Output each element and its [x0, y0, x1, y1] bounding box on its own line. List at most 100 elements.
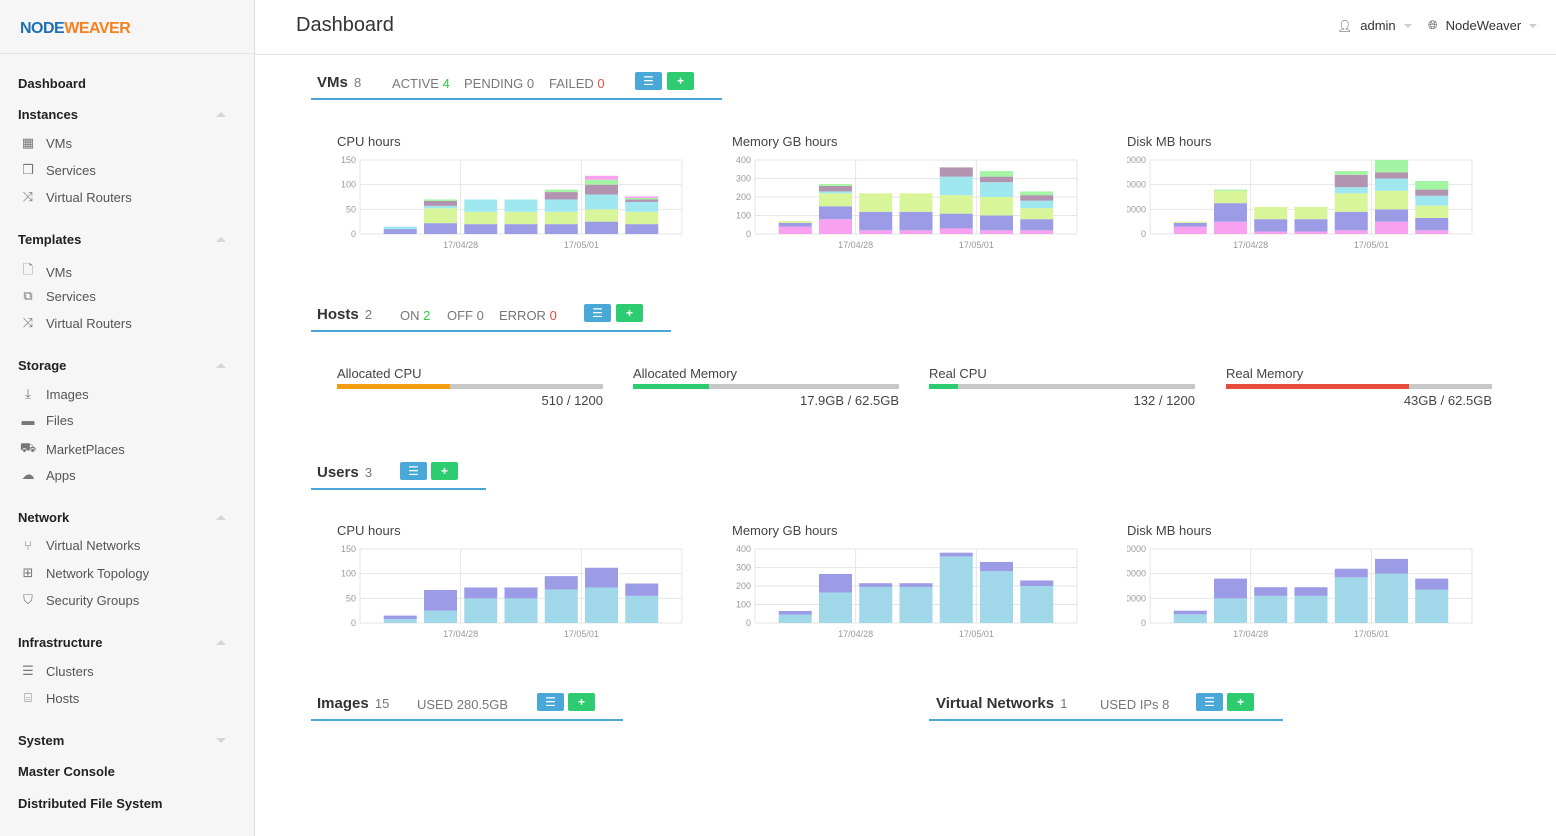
sidebar-section-infrastructure[interactable]: Infrastructure: [18, 635, 103, 650]
sidebar-item-templates-services[interactable]: ⧉ Services: [18, 288, 96, 304]
images-used[interactable]: USED 280.5GB: [417, 697, 508, 712]
bar-segment: [504, 199, 538, 212]
sidebar-item-files[interactable]: ▬ Files: [18, 413, 74, 428]
vms-failed[interactable]: FAILED 0: [549, 76, 605, 91]
sidebar-item-clusters[interactable]: ☰ Clusters: [18, 663, 94, 679]
sidebar-section-network[interactable]: Network: [18, 510, 70, 525]
hosts-list-button[interactable]: ☰: [584, 304, 611, 322]
vnets-section-header: Virtual Networks 1 USED IPs 8 ☰ +: [929, 693, 1283, 721]
bar-segment: [939, 228, 973, 234]
sidebar-section-storage[interactable]: Storage: [18, 358, 67, 373]
bar-segment: [544, 211, 578, 225]
users-title-text: Users: [317, 464, 359, 481]
y-tick-label: 100: [341, 569, 356, 579]
y-tick-label: 100: [736, 600, 751, 610]
x-tick-label: 17/04/28: [443, 629, 478, 639]
images-list-button[interactable]: ☰: [537, 693, 564, 711]
bar-segment: [625, 583, 659, 596]
sidebar-item-instances-vms[interactable]: ▦ VMs: [18, 135, 72, 151]
code-fork-icon: ⑂: [24, 538, 32, 553]
sidebar-item-apps[interactable]: ☁ Apps: [18, 467, 76, 483]
bar-segment: [899, 211, 933, 231]
bar-segment: [423, 223, 458, 234]
chevron-up-icon[interactable]: [216, 640, 226, 645]
hosts-off[interactable]: OFF 0: [447, 308, 484, 323]
hosts-off-label: OFF: [447, 308, 473, 323]
vnets-add-button[interactable]: +: [1227, 693, 1254, 711]
vms-title[interactable]: VMs 8: [317, 74, 361, 91]
y-tick-label: 300: [736, 563, 751, 573]
sidebar-item-virtual-networks[interactable]: ⑂ Virtual Networks: [18, 538, 140, 553]
chevron-up-icon[interactable]: [216, 515, 226, 520]
bar-segment: [818, 219, 853, 234]
bar-segment: [859, 211, 893, 231]
sidebar-item-network-topology[interactable]: ⊞ Network Topology: [18, 565, 150, 581]
sidebar-item-master-console[interactable]: Master Console: [18, 764, 115, 779]
sitemap-icon: ⊞: [22, 565, 34, 580]
images-add-button[interactable]: +: [568, 693, 595, 711]
chevron-up-icon[interactable]: [216, 112, 226, 117]
sidebar-item-templates-vms[interactable]: 🗋 VMs: [18, 261, 72, 283]
sidebar-item-instances-virtual-routers[interactable]: ⤨ Virtual Routers: [18, 189, 132, 205]
zone-menu[interactable]: 🌐︎ NodeWeaver: [1428, 18, 1538, 33]
chevron-down-icon[interactable]: [216, 738, 226, 743]
hosts-add-button[interactable]: +: [616, 304, 643, 322]
chevron-up-icon[interactable]: [216, 363, 226, 368]
shield-icon: ⛉: [23, 592, 33, 607]
host-bar-value: 17.9GB / 62.5GB: [799, 393, 899, 408]
images-title[interactable]: Images 15: [317, 695, 389, 712]
users-add-button[interactable]: +: [431, 462, 458, 480]
sidebar-item-security-groups[interactable]: ⛉ Security Groups: [18, 592, 139, 608]
vms-memory-hours-chart: Memory GB hours 0 100 200 300 400 17/04/28 17/0…: [732, 134, 1082, 254]
sidebar-item-instances-services[interactable]: ❒ Services: [18, 162, 96, 178]
bar-segment: [544, 199, 578, 212]
bar-segment: [1254, 587, 1288, 596]
users-title[interactable]: Users 3: [317, 464, 372, 481]
sidebar-item-templates-virtual-routers[interactable]: ⤨ Virtual Routers: [18, 315, 132, 331]
x-tick-label: 17/05/01: [564, 240, 599, 250]
sidebar-item-dashboard[interactable]: Dashboard: [18, 76, 86, 91]
vms-active[interactable]: ACTIVE 4: [392, 76, 450, 91]
sidebar-section-system[interactable]: System: [18, 733, 65, 748]
users-list-button[interactable]: ☰: [400, 462, 427, 480]
hosts-on[interactable]: ON 2: [400, 308, 430, 323]
sidebar-item-images[interactable]: ⤓ Images: [18, 386, 89, 402]
vnets-title[interactable]: Virtual Networks 1: [936, 695, 1068, 712]
sidebar-section-templates[interactable]: Templates: [18, 232, 82, 247]
vms-add-button[interactable]: +: [667, 72, 694, 90]
bar-segment: [778, 610, 812, 615]
bar-segment: [544, 589, 578, 623]
users-disk-hours-chart: Disk MB hours 0 2000000 4000000 6000000 17/04…: [1127, 523, 1477, 643]
hosts-title[interactable]: Hosts 2: [317, 306, 372, 323]
logo[interactable]: NODEWEAVER: [0, 0, 254, 54]
chart-title: CPU hours: [337, 523, 401, 538]
host-bar-track: [1226, 384, 1492, 389]
host-bar-track: [337, 384, 603, 389]
bar-segment: [423, 205, 458, 209]
bar-segment: [1374, 172, 1409, 179]
bar-segment: [544, 192, 578, 200]
vnets-used[interactable]: USED IPs 8: [1100, 697, 1169, 712]
x-tick-label: 17/04/28: [838, 240, 873, 250]
bar-segment: [979, 215, 1014, 231]
vms-list-button[interactable]: ☰: [635, 72, 662, 90]
user-menu[interactable]: 👤︎ admin: [1337, 18, 1412, 33]
bar-segment: [1173, 221, 1207, 223]
hosts-error[interactable]: ERROR 0: [499, 308, 557, 323]
vms-pending[interactable]: PENDING 0: [464, 76, 534, 91]
bar-segment: [544, 189, 578, 193]
sidebar-item-hosts[interactable]: ⌸ Hosts: [18, 690, 79, 706]
bar-segment: [464, 587, 498, 599]
chevron-up-icon[interactable]: [216, 237, 226, 242]
sidebar-item-label: Virtual Routers: [46, 189, 132, 205]
host-bar-allocated-cpu: Allocated CPU 510 / 1200: [337, 366, 603, 408]
images-section-header: Images 15 USED 280.5GB ☰ +: [311, 693, 623, 721]
sidebar-item-distributed-file-system[interactable]: Distributed File System: [18, 796, 163, 811]
vnets-list-button[interactable]: ☰: [1196, 693, 1223, 711]
sidebar-item-marketplaces[interactable]: ⛟ MarketPlaces: [18, 440, 125, 458]
bar-segment: [1294, 231, 1328, 234]
sidebar-section-instances[interactable]: Instances: [18, 107, 78, 122]
vnets-used-value: 8: [1162, 697, 1170, 712]
bar-segment: [584, 179, 619, 185]
